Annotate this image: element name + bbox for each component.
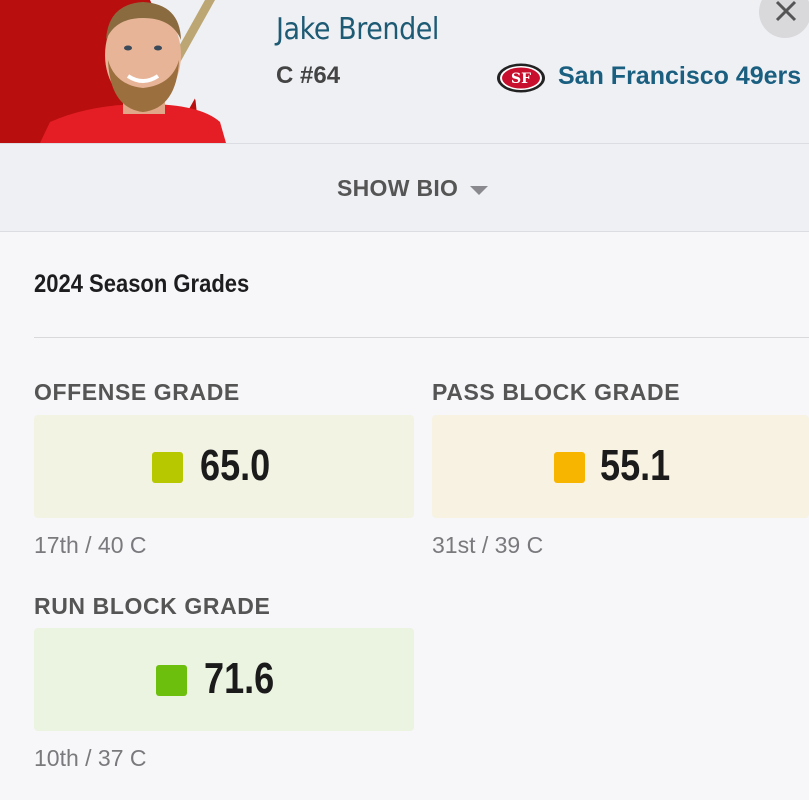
close-button[interactable]: [759, 0, 809, 38]
player-header: Jake Brendel C #64 SF San Francisco 49er…: [0, 0, 809, 143]
pass-block-grade-indicator: [554, 452, 585, 483]
pass-block-grade-rank: 31st / 39 C: [432, 532, 544, 558]
offense-grade-indicator: [152, 452, 183, 483]
show-bio-label: SHOW BIO: [337, 175, 459, 201]
show-bio-toggle[interactable]: SHOW BIO: [0, 143, 809, 232]
divider: [34, 337, 809, 338]
pass-block-grade-box: 55.1: [432, 415, 809, 518]
player-position-number: C #64: [276, 62, 341, 89]
close-icon: [775, 0, 797, 22]
team-logo-text: SF: [511, 71, 531, 87]
run-block-grade-label: RUN BLOCK GRADE: [34, 593, 271, 619]
offense-grade-rank: 17th / 40 C: [34, 532, 147, 558]
player-name: Jake Brendel: [276, 12, 439, 47]
player-headshot: [0, 0, 226, 143]
team-name-link[interactable]: San Francisco 49ers: [558, 62, 802, 90]
section-title: 2024 Season Grades: [34, 270, 250, 298]
run-block-grade-indicator: [156, 665, 187, 696]
pass-block-grade-label: PASS BLOCK GRADE: [432, 379, 681, 405]
team-logo: SF: [496, 62, 546, 94]
offense-grade-value: 65.0: [200, 441, 271, 490]
caret-down-icon: [470, 186, 488, 195]
run-block-grade-value: 71.6: [204, 654, 275, 703]
run-block-grade-rank: 10th / 37 C: [34, 745, 147, 771]
offense-grade-label: OFFENSE GRADE: [34, 379, 240, 405]
offense-grade-box: 65.0: [34, 415, 414, 518]
pass-block-grade-value: 55.1: [600, 441, 671, 490]
run-block-grade-box: 71.6: [34, 628, 414, 731]
